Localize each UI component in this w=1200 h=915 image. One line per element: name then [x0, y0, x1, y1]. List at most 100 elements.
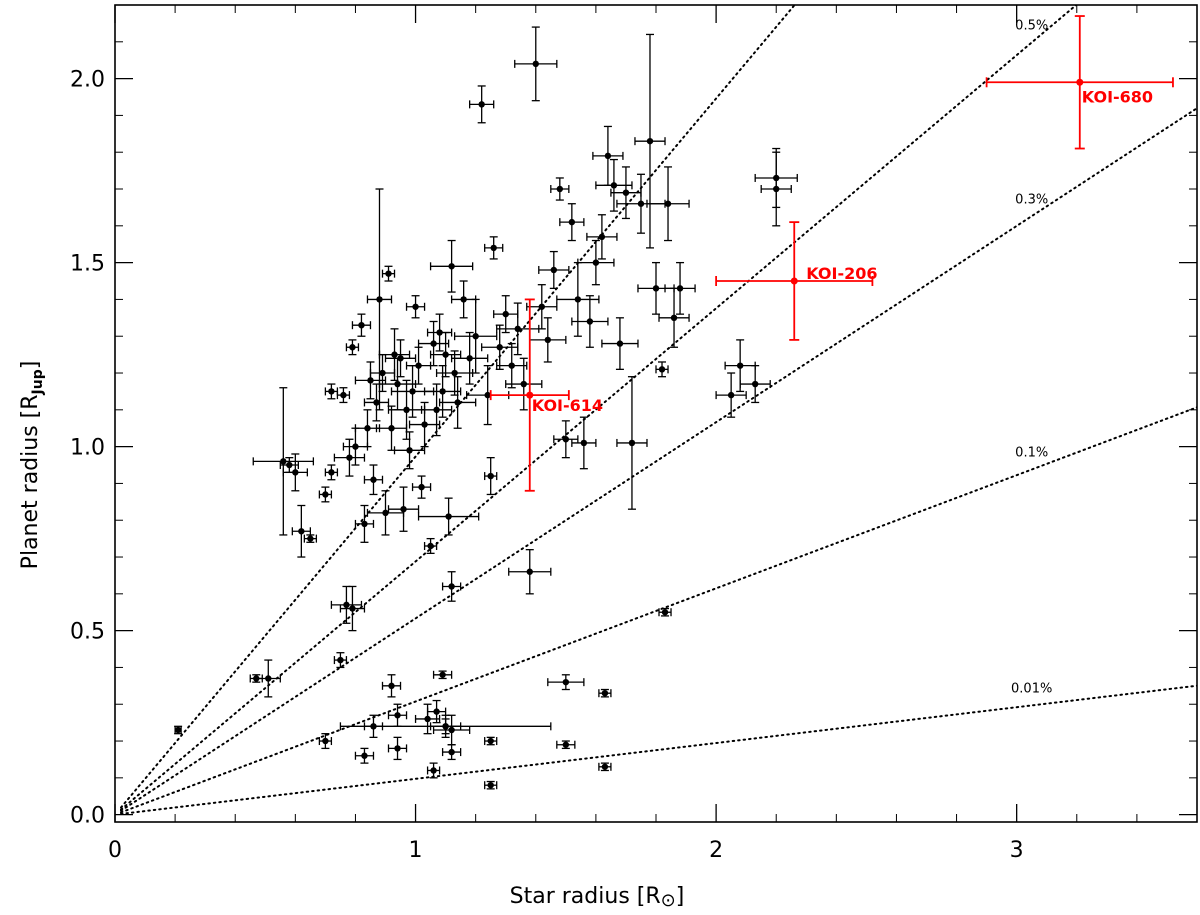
data-point-107 — [484, 736, 498, 746]
point-marker — [439, 388, 446, 395]
point-marker — [376, 296, 383, 303]
point-marker — [514, 325, 521, 333]
point-marker — [427, 542, 434, 550]
point-marker — [433, 708, 440, 715]
data-point-70 — [559, 203, 585, 242]
data-point-36 — [405, 295, 426, 319]
point-marker — [397, 355, 404, 362]
point-marker — [562, 678, 570, 686]
data-point-2 — [255, 659, 281, 698]
data-point-66 — [529, 317, 567, 363]
y-tick-label: 1.0 — [70, 436, 105, 461]
data-points — [174, 15, 1174, 790]
point-marker — [442, 351, 449, 358]
point-marker — [421, 421, 428, 428]
point-marker — [601, 689, 609, 697]
data-point-27 — [381, 265, 396, 282]
point-marker — [406, 447, 413, 454]
highlight-point-2 — [985, 15, 1174, 150]
point-marker — [496, 344, 503, 351]
data-point-68 — [550, 177, 570, 201]
data-point-41 — [417, 320, 450, 367]
point-marker — [487, 781, 494, 789]
point-marker — [658, 366, 666, 373]
data-point-42 — [420, 383, 453, 437]
data-point-63 — [508, 549, 552, 595]
data-point-106 — [441, 744, 462, 761]
point-marker — [265, 675, 272, 682]
point-marker — [616, 340, 624, 347]
point-marker — [379, 369, 386, 377]
point-marker — [424, 715, 431, 723]
point-marker — [562, 436, 570, 443]
data-point-91 — [739, 365, 771, 404]
data-point-8 — [318, 486, 333, 503]
point-marker — [472, 333, 479, 340]
point-marker — [448, 263, 455, 270]
point-marker — [652, 285, 660, 292]
point-marker — [385, 270, 392, 277]
x-axis-sun-symbol: ⊙ — [661, 890, 676, 911]
point-marker — [478, 101, 485, 108]
data-point-50 — [438, 376, 477, 429]
data-point-69 — [553, 420, 579, 459]
depth-line-label-2: 0.3% — [1015, 192, 1048, 207]
data-point-72 — [571, 416, 597, 470]
data-point-47 — [441, 571, 462, 602]
data-point-94 — [318, 733, 333, 750]
point-marker — [415, 362, 422, 369]
data-point-45 — [429, 331, 462, 378]
point-marker — [400, 505, 407, 513]
x-tick-label: 1 — [409, 838, 423, 863]
data-point-64 — [514, 26, 558, 102]
data-point-37 — [405, 346, 432, 385]
y-axis-title-text: Planet radius [R — [18, 394, 43, 569]
point-marker — [403, 406, 410, 414]
data-point-73 — [571, 295, 609, 348]
data-point-11 — [333, 652, 348, 669]
highlight-point-1 — [715, 221, 874, 341]
data-point-110 — [556, 740, 576, 750]
data-point-0 — [174, 725, 183, 735]
data-point-108 — [484, 780, 498, 790]
data-point-6 — [291, 504, 312, 558]
point-marker — [349, 344, 356, 351]
depth-line-2 — [120, 107, 1197, 812]
point-marker — [520, 380, 527, 388]
point-marker — [508, 362, 515, 369]
point-marker — [391, 351, 398, 358]
data-point-109 — [547, 674, 585, 691]
point-marker — [502, 310, 509, 318]
data-point-75 — [586, 214, 618, 260]
point-marker — [361, 752, 368, 759]
point-marker — [661, 609, 669, 616]
y-axis-title: Planet radius [RJup] — [18, 361, 46, 570]
point-marker — [430, 340, 437, 347]
point-marker — [370, 476, 377, 483]
data-point-74 — [577, 239, 615, 286]
point-marker — [790, 277, 798, 285]
point-marker — [286, 461, 293, 469]
point-marker — [394, 745, 401, 752]
point-marker — [610, 182, 618, 189]
point-marker — [562, 741, 570, 748]
point-marker — [598, 233, 606, 241]
point-marker — [484, 391, 491, 399]
point-marker — [601, 763, 609, 770]
point-marker — [430, 767, 437, 774]
data-point-98 — [387, 703, 408, 727]
point-marker — [646, 137, 654, 145]
data-point-71 — [556, 261, 600, 337]
point-marker — [358, 321, 365, 329]
data-point-87 — [658, 287, 690, 348]
point-marker — [637, 200, 645, 207]
plot-frame — [114, 4, 1198, 823]
data-point-56 — [484, 457, 498, 496]
data-point-86 — [646, 166, 690, 242]
data-point-89 — [715, 372, 747, 418]
y-axis-subscript: Jup — [30, 369, 46, 395]
point-marker — [298, 528, 305, 535]
depth-line-label-4: 0.01% — [1011, 682, 1052, 697]
